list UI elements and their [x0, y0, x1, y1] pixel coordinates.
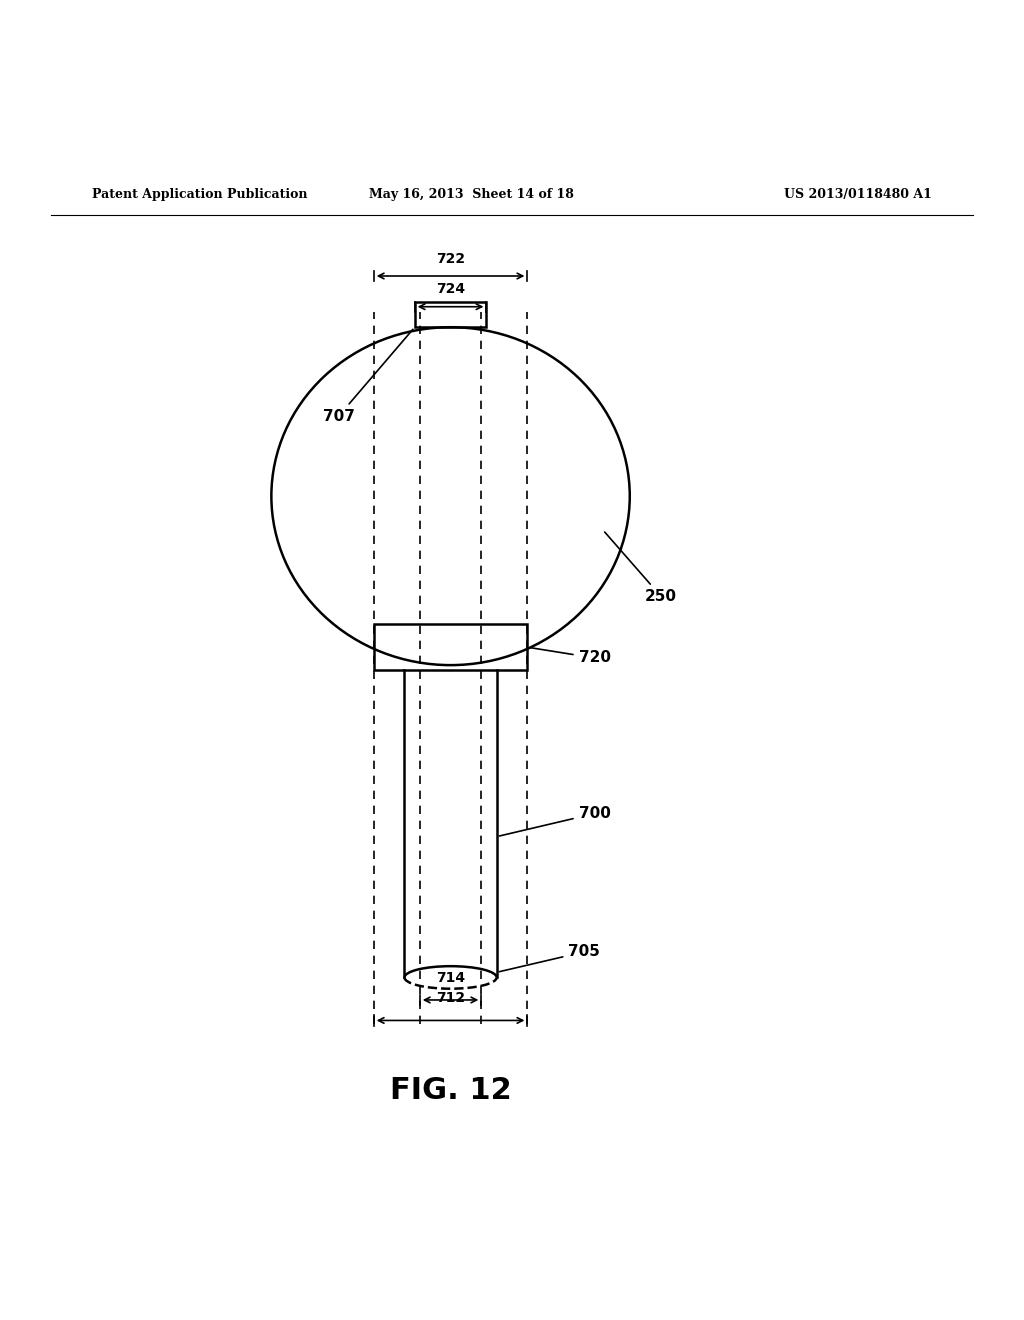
Text: 722: 722	[436, 252, 465, 265]
Text: 720: 720	[530, 648, 610, 665]
Text: 705: 705	[500, 944, 600, 972]
Text: 700: 700	[500, 807, 610, 836]
Text: 724: 724	[436, 282, 465, 297]
Text: 714: 714	[436, 970, 465, 985]
Text: 707: 707	[323, 329, 413, 424]
Text: 712: 712	[436, 991, 465, 1005]
Text: May 16, 2013  Sheet 14 of 18: May 16, 2013 Sheet 14 of 18	[369, 187, 573, 201]
Text: 250: 250	[605, 532, 677, 605]
Text: Patent Application Publication: Patent Application Publication	[92, 187, 307, 201]
Text: FIG. 12: FIG. 12	[390, 1076, 511, 1105]
Text: US 2013/0118480 A1: US 2013/0118480 A1	[784, 187, 932, 201]
